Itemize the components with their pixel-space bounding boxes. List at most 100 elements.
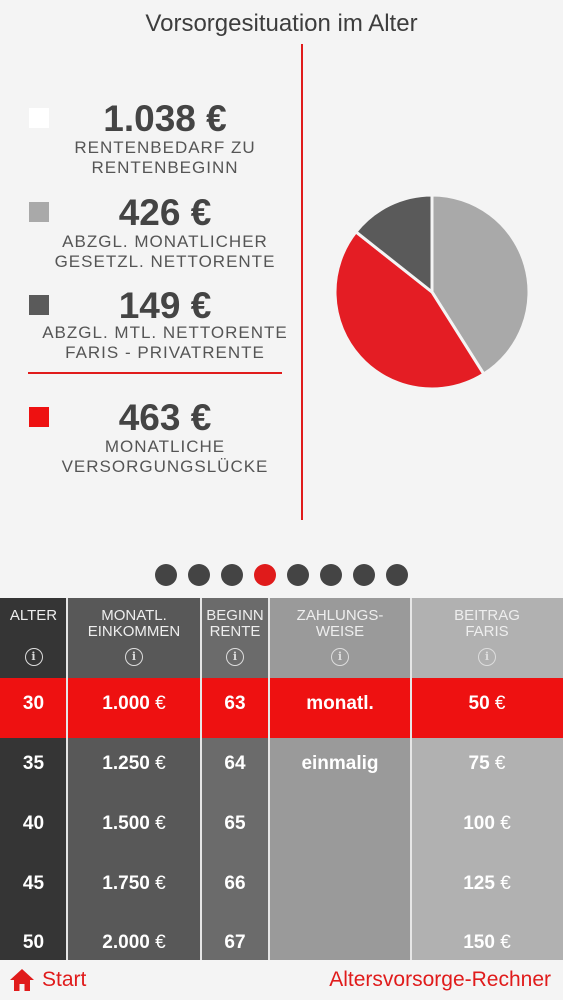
cell-beginn-5[interactable]: 67 xyxy=(201,932,269,954)
cell-value: 65 xyxy=(224,813,246,834)
header-beitrag-line1: BEITRAG xyxy=(454,607,520,624)
page-title: Vorsorgesituation im Alter xyxy=(145,10,418,37)
column-beginn: BEGINN RENTE i xyxy=(201,598,269,960)
pie-chart xyxy=(333,193,531,391)
cell-beginn-2[interactable]: 64 xyxy=(201,753,269,775)
page-dot-4[interactable] xyxy=(254,564,276,586)
cell-value: 150 xyxy=(463,932,495,953)
start-label: Start xyxy=(42,968,87,991)
page-dot-5[interactable] xyxy=(287,564,309,586)
legend-amount: 149 € xyxy=(118,285,212,326)
legend-desc-line1: MONATLICHE xyxy=(104,437,226,456)
page-dot-3[interactable] xyxy=(221,564,243,586)
cell-value: 2.000 xyxy=(102,932,150,953)
currency-symbol: € xyxy=(489,753,506,774)
vertical-divider xyxy=(301,44,303,520)
cell-einkommen-3[interactable]: 1.500 € xyxy=(67,813,201,835)
header-einkommen-line2: EINKOMMEN xyxy=(87,623,181,640)
page-indicator[interactable] xyxy=(0,564,563,586)
contribution-table: ALTER i MONATL. EINKOMMEN i BEGINN RENTE… xyxy=(0,598,563,960)
info-circle-icon[interactable]: i xyxy=(478,648,496,666)
legend-desc-line1: RENTENBEDARF ZU xyxy=(74,138,256,157)
cell-beginn-3[interactable]: 65 xyxy=(201,813,269,835)
cell-beitrag-4[interactable]: 125 € xyxy=(411,873,563,895)
legend-desc-line1: ABZGL. MTL. NETTORENTE xyxy=(42,323,288,342)
header-beginn-line1: BEGINN xyxy=(206,607,264,624)
header-alter-label: ALTER xyxy=(9,607,58,624)
currency-symbol: € xyxy=(489,693,506,714)
cell-zahlung-2[interactable]: einmalig xyxy=(269,753,411,775)
currency-symbol: € xyxy=(494,932,511,953)
selected-row-highlight xyxy=(0,678,563,738)
cell-beginn-1[interactable]: 63 xyxy=(201,693,269,715)
column-beitrag: BEITRAG FARIS i xyxy=(411,598,563,960)
info-circle-icon[interactable]: i xyxy=(125,648,143,666)
header-beginn: BEGINN RENTE xyxy=(201,598,269,678)
cell-value: 45 xyxy=(22,873,45,894)
cell-alter-3[interactable]: 40 xyxy=(0,813,67,835)
cell-value: 66 xyxy=(224,873,246,894)
info-circle-icon[interactable]: i xyxy=(24,648,43,666)
currency-symbol: € xyxy=(149,753,166,774)
info-circle-icon[interactable]: i xyxy=(226,648,244,666)
legend-amount: 463 € xyxy=(118,397,212,438)
home-icon xyxy=(10,969,34,991)
legend-desc-line2: GESETZL. NETTORENTE xyxy=(54,252,276,271)
cell-value: 75 xyxy=(468,753,490,774)
page-dot-1[interactable] xyxy=(155,564,177,586)
info-circle-icon[interactable]: i xyxy=(331,648,349,666)
cell-beginn-4[interactable]: 66 xyxy=(201,873,269,895)
column-einkommen: MONATL. EINKOMMEN i xyxy=(67,598,201,960)
summary-panel: Vorsorgesituation im Alter 1.038 € RENTE… xyxy=(0,10,563,586)
footer-bar: Start Altersvorsorge-Rechner xyxy=(0,960,563,1000)
cell-value: 1.250 xyxy=(102,753,150,774)
cell-einkommen-2[interactable]: 1.250 € xyxy=(67,753,201,775)
start-link[interactable]: Start xyxy=(8,966,86,994)
horizontal-divider xyxy=(28,372,282,374)
currency-symbol: € xyxy=(149,813,166,834)
cell-beitrag-3[interactable]: 100 € xyxy=(411,813,563,835)
cell-alter-2[interactable]: 35 xyxy=(0,753,67,775)
legend-desc-line2: VERSORGUNGSLÜCKE xyxy=(61,457,269,476)
header-zahlung: ZAHLUNGS- WEISE xyxy=(269,598,411,678)
header-einkommen: MONATL. EINKOMMEN xyxy=(67,598,201,678)
header-beitrag-line2: FARIS xyxy=(465,623,509,640)
cell-alter-4[interactable]: 45 xyxy=(0,873,67,895)
cell-beitrag-1[interactable]: 50 € xyxy=(411,693,563,715)
legend-swatch-lightgray xyxy=(29,202,49,222)
cell-value: 40 xyxy=(22,813,45,834)
legend-desc-line2: RENTENBEGINN xyxy=(91,158,239,177)
column-separator xyxy=(410,598,412,960)
cell-value: monatl. xyxy=(306,693,374,714)
page-dot-8[interactable] xyxy=(386,564,408,586)
cell-einkommen-4[interactable]: 1.750 € xyxy=(67,873,201,895)
cell-einkommen-1[interactable]: 1.000 € xyxy=(67,693,201,715)
column-alter: ALTER i xyxy=(0,598,67,960)
cell-beitrag-5[interactable]: 150 € xyxy=(411,932,563,954)
legend-swatch-white xyxy=(29,108,49,128)
cell-einkommen-5[interactable]: 2.000 € xyxy=(67,932,201,954)
page-dot-7[interactable] xyxy=(353,564,375,586)
cell-beitrag-2[interactable]: 75 € xyxy=(411,753,563,775)
cell-alter-5[interactable]: 50 xyxy=(0,932,67,954)
cell-value: 100 xyxy=(463,813,495,834)
legend-desc-line2: FARIS - PRIVATRENTE xyxy=(65,343,265,362)
page-dot-2[interactable] xyxy=(188,564,210,586)
column-zahlung: ZAHLUNGS- WEISE i xyxy=(269,598,411,960)
currency-symbol: € xyxy=(149,873,166,894)
currency-symbol: € xyxy=(149,932,166,953)
cell-value: 63 xyxy=(224,693,246,714)
header-einkommen-line1: MONATL. xyxy=(101,607,167,624)
cell-alter-1[interactable]: 30 xyxy=(0,693,67,715)
pie-slice-1 xyxy=(333,229,486,391)
page-dot-6[interactable] xyxy=(320,564,342,586)
legend-amount: 1.038 € xyxy=(103,98,227,139)
header-beitrag: BEITRAG FARIS xyxy=(411,598,563,678)
column-separator xyxy=(268,598,270,960)
cell-value: 35 xyxy=(22,753,45,774)
currency-symbol: € xyxy=(494,813,511,834)
cell-value: 50 xyxy=(468,693,490,714)
cell-value: 125 xyxy=(463,873,495,894)
legend-amount: 426 € xyxy=(118,192,212,233)
cell-zahlung-1[interactable]: monatl. xyxy=(269,693,411,715)
